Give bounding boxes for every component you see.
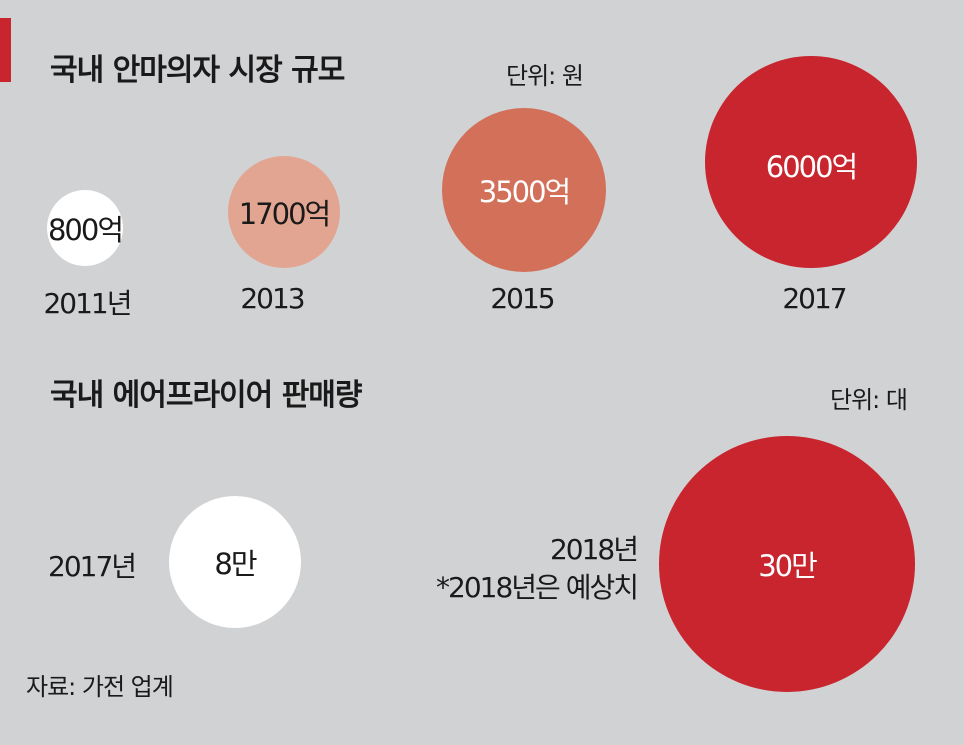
value-label-2018-airfryer: 30만	[758, 549, 818, 583]
value-label-2015: 3500억	[478, 175, 571, 209]
year-label-2013: 2013	[240, 282, 305, 315]
massage-chair-unit: 단위: 원	[506, 62, 584, 90]
accent-bar	[0, 18, 11, 82]
bubble-2017-airfryer: 8만	[169, 496, 301, 628]
bubble-2017: 6000억	[705, 56, 917, 268]
air-fryer-unit: 단위: 대	[830, 386, 908, 414]
year-label-2011: 2011년	[43, 287, 132, 320]
source-note: 자료: 가전 업계	[26, 673, 174, 701]
bubble-2013: 1700억	[228, 156, 340, 268]
forecast-note: *2018년은 예상치	[436, 571, 639, 604]
value-label-2017: 6000억	[765, 150, 858, 184]
massage-chair-title: 국내 안마의자 시장 규모	[50, 53, 345, 88]
value-label-2013: 1700억	[238, 197, 331, 231]
bubble-2018-airfryer: 30만	[659, 436, 915, 692]
value-label-2011: 800억	[47, 213, 124, 247]
year-label-2017-airfryer: 2017년	[48, 550, 137, 583]
bubble-2015: 3500억	[442, 108, 606, 272]
year-label-2015: 2015	[490, 282, 555, 315]
year-label-2017: 2017	[782, 282, 847, 315]
bubble-2011: 800억	[47, 190, 124, 266]
value-label-2017-airfryer: 8만	[214, 547, 257, 581]
year-label-2018-airfryer: 2018년	[549, 533, 639, 566]
air-fryer-title: 국내 에어프라이어 판매량	[50, 378, 362, 413]
